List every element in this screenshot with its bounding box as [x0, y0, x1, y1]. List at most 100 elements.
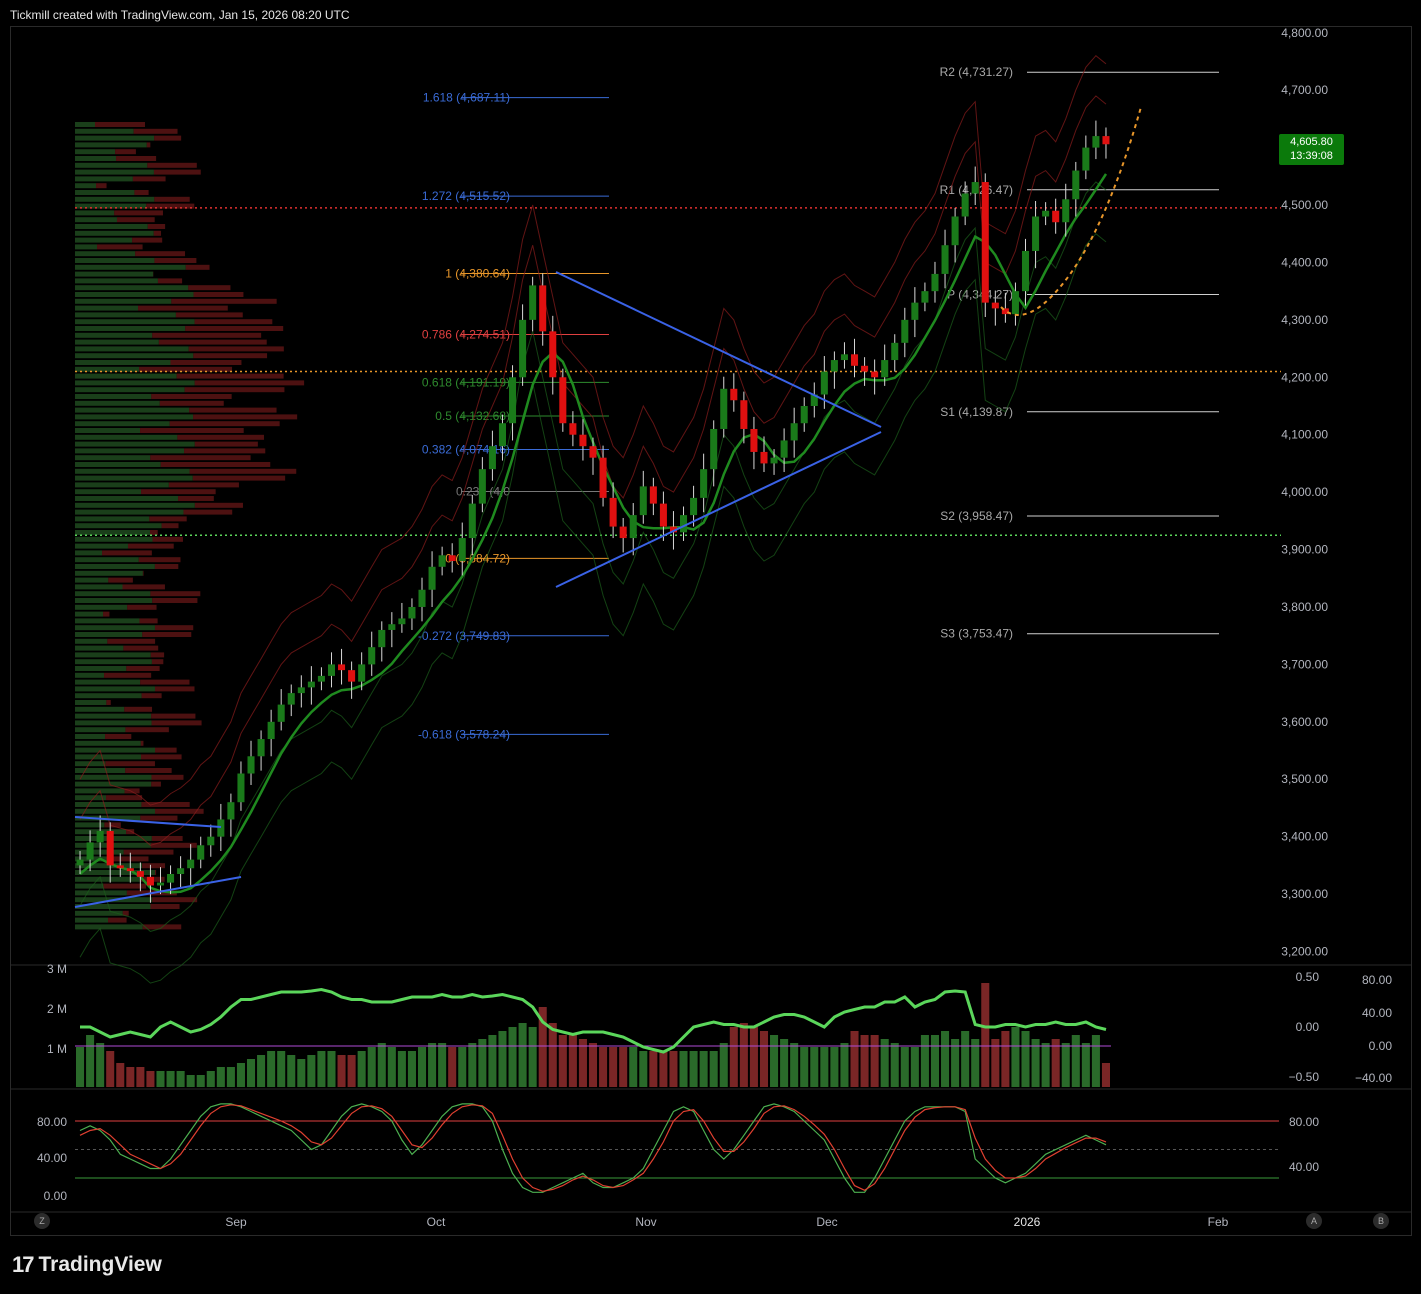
- volume-profile-bar: [185, 264, 210, 270]
- volume-profile-bar: [151, 774, 184, 780]
- volume-profile-bar: [75, 502, 195, 508]
- volume-profile-bar: [75, 366, 140, 372]
- volume-bar: [629, 1047, 638, 1087]
- volume-profile-bar: [75, 224, 148, 229]
- volume-bar: [96, 1043, 105, 1087]
- volume-profile-bar: [75, 190, 135, 195]
- volume-profile-bar: [75, 530, 150, 535]
- volume-profile-bar: [114, 210, 163, 216]
- volume-profile-bar: [154, 870, 157, 875]
- volume-profile-bar: [75, 169, 154, 175]
- volume-profile-bar: [75, 475, 193, 481]
- volume-profile-bar: [125, 727, 169, 733]
- candle-body: [106, 830, 114, 866]
- candle-body: [549, 331, 557, 378]
- volume-profile-bar: [75, 795, 107, 801]
- volume-profile-bar: [140, 428, 244, 433]
- candle-body: [1052, 210, 1060, 223]
- volume-profile-bar: [75, 516, 150, 522]
- candle-body: [840, 354, 848, 361]
- volume-profile-bar: [75, 876, 140, 882]
- volume-profile-bar: [75, 128, 134, 134]
- candle-body: [589, 446, 597, 458]
- volume-profile-bar: [140, 740, 144, 746]
- volume-profile-bar: [75, 822, 105, 828]
- timezone-button[interactable]: Z: [34, 1213, 50, 1229]
- volume-profile-bar: [75, 339, 159, 345]
- volume-profile-bar: [106, 700, 111, 705]
- candle-body: [146, 876, 154, 886]
- volume-profile-bar: [138, 305, 228, 311]
- volume-profile-bar: [154, 625, 194, 631]
- fib-level-label: 0.5 (4,132.68): [435, 409, 510, 423]
- volume-profile-bar: [127, 604, 157, 610]
- fib-level-label: 1 (4,380.64): [445, 267, 510, 281]
- volume-profile-bar: [75, 312, 176, 318]
- candle-body: [680, 515, 688, 533]
- volume-profile-bar: [151, 713, 196, 719]
- candle-body: [639, 486, 647, 516]
- candle-body: [850, 354, 859, 366]
- volume-profile-bar: [75, 428, 141, 433]
- candle-body: [790, 423, 798, 441]
- volume-bar: [428, 1043, 437, 1087]
- volume-bar: [780, 1039, 789, 1087]
- volume-profile-bar: [75, 468, 190, 474]
- candle-body: [287, 693, 295, 705]
- candle-body: [961, 193, 969, 217]
- candle-body: [921, 291, 929, 303]
- candle-body: [830, 360, 838, 372]
- chart-canvas[interactable]: 1.618 (4,687.11) 1.272 (4,515.52) 1 (4,380…: [11, 27, 1411, 1235]
- volume-bar: [538, 1007, 547, 1087]
- candle-body: [700, 469, 708, 498]
- bar-countdown: 13:39:08: [1290, 150, 1333, 162]
- volume-profile-bar: [150, 842, 197, 848]
- volume-profile-bar: [75, 176, 133, 182]
- volume-bar: [257, 1055, 266, 1087]
- tradingview-logo[interactable]: 17 TradingView: [12, 1252, 162, 1278]
- volume-profile-bar: [152, 536, 183, 542]
- x-axis-tick-label: Dec: [816, 1215, 837, 1229]
- auto-scale-button[interactable]: A: [1306, 1213, 1322, 1229]
- volume-bar: [508, 1027, 517, 1087]
- volume-bar: [438, 1043, 447, 1087]
- oscillator-axis-label: 40.00: [1362, 1006, 1392, 1020]
- volume-profile-bar: [104, 822, 121, 828]
- volume-profile-bar: [105, 734, 132, 739]
- volume-profile-bar: [75, 162, 148, 168]
- volume-profile-bar: [75, 761, 106, 767]
- volume-profile-bar: [75, 462, 161, 467]
- volume-bar: [951, 1039, 960, 1087]
- volume-profile-bar: [75, 618, 140, 624]
- candle-body: [951, 216, 959, 246]
- bar-scale-button[interactable]: B: [1373, 1213, 1389, 1229]
- volume-bar: [840, 1043, 849, 1087]
- stoch-d-line: [79, 1104, 1107, 1192]
- volume-profile-bar: [157, 278, 183, 284]
- volume-profile-bar: [150, 652, 165, 658]
- volume-profile-bar: [127, 543, 174, 549]
- volume-profile-bar: [153, 169, 201, 175]
- volume-profile-bar: [75, 659, 152, 665]
- tradingview-logo-icon: 17: [12, 1252, 35, 1277]
- volume-profile-bar: [75, 904, 151, 909]
- candle-body: [810, 394, 818, 406]
- volume-profile-bar: [170, 360, 242, 365]
- stoch-axis-label: 40.00: [1289, 1160, 1319, 1174]
- volume-profile-bar: [154, 196, 190, 202]
- candle-body: [1032, 216, 1040, 251]
- volume-profile-bar: [75, 230, 154, 236]
- candle-body: [891, 342, 899, 361]
- volume-profile-bar: [133, 128, 178, 134]
- volume-profile-bar: [75, 591, 151, 597]
- candle-body: [1021, 250, 1030, 292]
- volume-profile-bar: [142, 863, 166, 869]
- volume-profile-bar: [75, 407, 190, 413]
- volume-profile-bar: [75, 380, 195, 386]
- volume-bar: [800, 1047, 809, 1087]
- volume-profile-bar: [151, 781, 161, 787]
- volume-profile-bar: [75, 217, 117, 223]
- volume-profile-bar: [75, 509, 184, 515]
- volume-profile-bar: [75, 781, 152, 787]
- trendline-early-upper: [74, 816, 222, 828]
